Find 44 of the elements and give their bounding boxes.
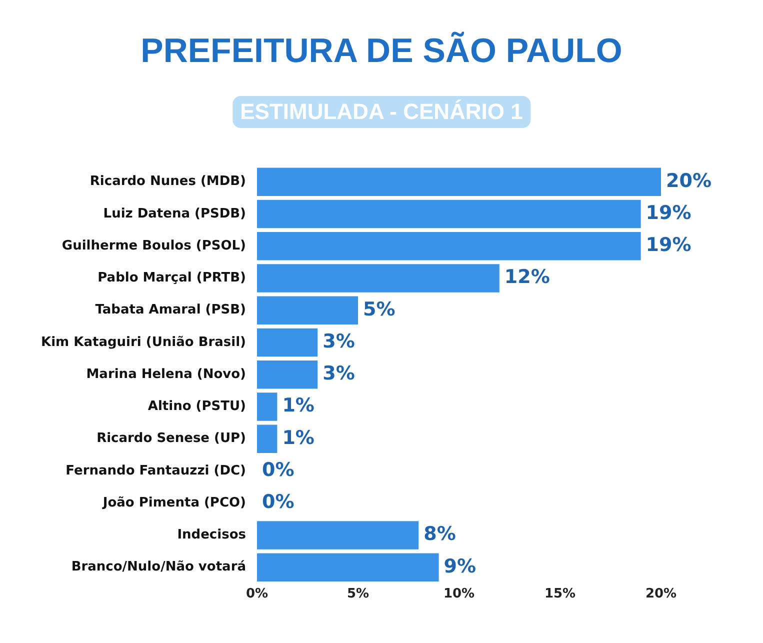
bar — [257, 360, 318, 389]
bar — [257, 392, 278, 421]
x-tick-label: 20% — [645, 586, 677, 602]
data-label: 5% — [363, 298, 396, 320]
y-tick-label: Fernando Fantauzzi (DC) — [66, 463, 246, 478]
data-label: 19% — [646, 202, 692, 224]
y-tick-label: Kim Kataguiri (União Brasil) — [41, 334, 246, 350]
x-tick-label: 0% — [246, 586, 268, 602]
data-label: 3% — [322, 362, 355, 385]
bar — [257, 521, 419, 550]
data-label: 20% — [666, 170, 712, 192]
data-label: 8% — [424, 523, 456, 546]
y-tick-label: Altino (PSTU) — [148, 399, 246, 414]
data-label: 1% — [282, 394, 314, 417]
bar — [257, 168, 661, 196]
y-tick-label: Branco/Nulo/Não votará — [71, 560, 246, 575]
y-tick-label: Ricardo Nunes (MDB) — [90, 174, 246, 190]
data-label: 19% — [646, 234, 692, 256]
x-tick-label: 10% — [443, 586, 475, 602]
y-tick-label: Ricardo Senese (UP) — [96, 431, 246, 446]
y-tick-label: Indecisos — [177, 528, 246, 543]
chart-subtitle: ESTIMULADA - CENÁRIO 1 — [232, 96, 531, 128]
bar — [257, 328, 318, 357]
y-tick-label: Guilherme Boulos (PSOL) — [62, 238, 246, 254]
y-tick-label: Pablo Marçal (PRTB) — [98, 270, 246, 286]
y-tick-label: Tabata Amaral (PSB) — [95, 302, 246, 318]
bar — [257, 264, 500, 292]
data-label: 0% — [262, 491, 294, 514]
y-tick-label: Marina Helena (Novo) — [86, 366, 246, 382]
data-label: 9% — [444, 555, 476, 578]
bar — [257, 553, 439, 582]
bar — [257, 296, 358, 324]
x-tick-label: 15% — [544, 586, 576, 602]
y-tick-label: João Pimenta (PCO) — [102, 495, 246, 510]
y-tick-label: Luiz Datena (PSDB) — [103, 206, 246, 222]
x-tick-label: 5% — [346, 586, 370, 602]
chart-title: PREFEITURA DE SÃO PAULO — [140, 32, 624, 71]
data-label: 1% — [282, 426, 314, 449]
bar — [257, 232, 641, 260]
bar — [257, 424, 278, 453]
data-label: 12% — [504, 266, 550, 288]
data-label: 0% — [262, 458, 294, 481]
data-label: 3% — [322, 330, 355, 352]
bar — [257, 200, 641, 228]
